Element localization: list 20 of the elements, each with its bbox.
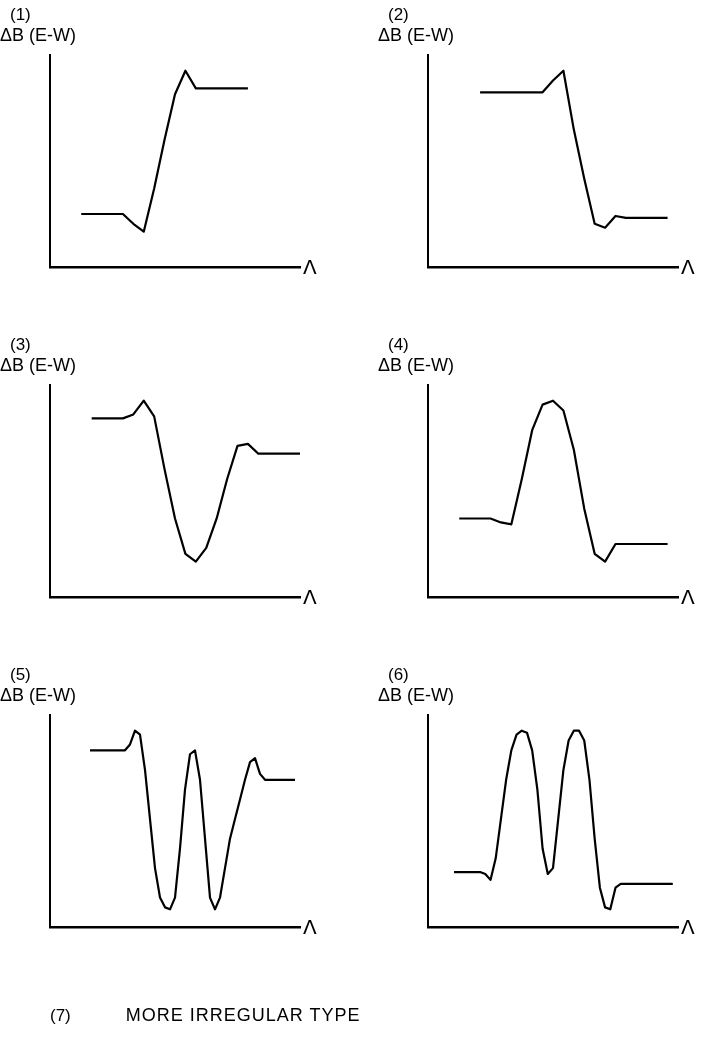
x-axis-title: Λ — [303, 915, 317, 940]
x-axis-title: Λ — [681, 255, 695, 280]
text: (7) — [50, 1006, 71, 1025]
x-axis-title: Λ — [681, 585, 695, 610]
chart-title: (1) — [10, 5, 31, 25]
x-axis-title: Λ — [681, 915, 695, 940]
chart-title: (4) — [388, 335, 409, 355]
text: MORE IRREGULAR TYPE — [125, 1005, 361, 1025]
y-axis-title: ΔB (E-W) — [0, 355, 77, 376]
y-axis-title: ΔB (E-W) — [0, 685, 77, 706]
y-axis-title: ΔB (E-W) — [0, 25, 77, 46]
y-axis-title: ΔB (E-W) — [378, 685, 455, 706]
chart-title: (2) — [388, 5, 409, 25]
chart-title: (6) — [388, 665, 409, 685]
x-axis-title: Λ — [303, 255, 317, 280]
x-axis-title: Λ — [303, 585, 317, 610]
y-axis-title: ΔB (E-W) — [378, 355, 455, 376]
chart-title: (3) — [10, 335, 31, 355]
y-axis-title: ΔB (E-W) — [378, 25, 455, 46]
chart-title: (5) — [10, 665, 31, 685]
